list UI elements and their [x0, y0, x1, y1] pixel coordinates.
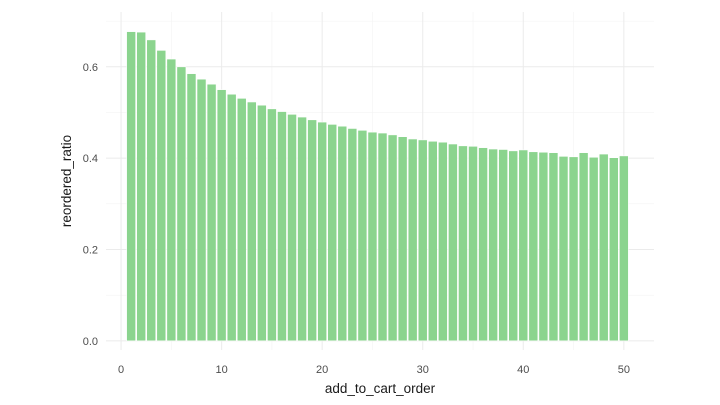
bar — [246, 101, 257, 342]
y-tick-labels: 0.0 0.2 0.4 0.6 — [83, 62, 98, 348]
bar — [488, 148, 498, 342]
bar — [538, 151, 549, 342]
bar — [417, 139, 428, 342]
bar — [196, 78, 207, 342]
bar — [176, 66, 187, 342]
bar — [257, 104, 267, 342]
bar — [186, 73, 197, 342]
bar — [558, 156, 569, 342]
bar — [327, 124, 338, 342]
bar — [337, 125, 348, 342]
bar — [588, 156, 599, 342]
bar — [458, 145, 468, 342]
x-axis-title: add_to_cart_order — [325, 381, 436, 396]
bar — [166, 58, 177, 342]
bar — [508, 150, 519, 342]
x-tick-label: 10 — [216, 364, 228, 376]
bar — [126, 31, 136, 342]
bar — [156, 50, 167, 342]
x-tick-label: 20 — [316, 364, 328, 376]
bar — [528, 151, 539, 342]
y-tick-label: 0.6 — [83, 62, 98, 74]
bar — [367, 131, 378, 342]
x-tick-label: 40 — [517, 364, 529, 376]
bar — [598, 153, 609, 342]
bar — [347, 128, 358, 342]
bar — [387, 134, 398, 342]
x-tick-label: 0 — [118, 364, 124, 376]
bar — [377, 132, 388, 342]
bar — [438, 141, 448, 342]
bar — [297, 116, 307, 342]
bar — [397, 136, 408, 342]
bar — [468, 145, 478, 342]
bar — [146, 39, 157, 342]
bar — [548, 152, 559, 342]
y-tick-label: 0.2 — [83, 245, 98, 257]
bar — [427, 140, 438, 342]
bar — [317, 121, 328, 342]
bar — [287, 114, 297, 342]
bar — [277, 111, 287, 342]
y-tick-label: 0.0 — [83, 336, 98, 348]
bar — [619, 155, 629, 342]
bar — [578, 152, 589, 342]
bar — [498, 149, 508, 342]
bar — [267, 108, 277, 342]
x-tick-labels: 0 10 20 30 40 50 — [118, 364, 630, 376]
bar — [518, 149, 529, 342]
bar — [226, 93, 237, 342]
bar — [236, 98, 247, 342]
bars — [126, 31, 629, 342]
bar — [136, 31, 147, 342]
x-tick-label: 30 — [417, 364, 429, 376]
bar — [216, 89, 227, 342]
bar — [357, 130, 368, 342]
bar — [568, 156, 579, 342]
bar — [478, 147, 488, 342]
x-tick-label: 50 — [618, 364, 630, 376]
bar — [407, 138, 418, 342]
bar — [206, 83, 217, 342]
bar — [608, 157, 619, 342]
bar — [307, 119, 317, 342]
bar — [448, 143, 458, 342]
y-axis-title: reordered_ratio — [59, 135, 74, 227]
y-tick-label: 0.4 — [83, 153, 98, 165]
